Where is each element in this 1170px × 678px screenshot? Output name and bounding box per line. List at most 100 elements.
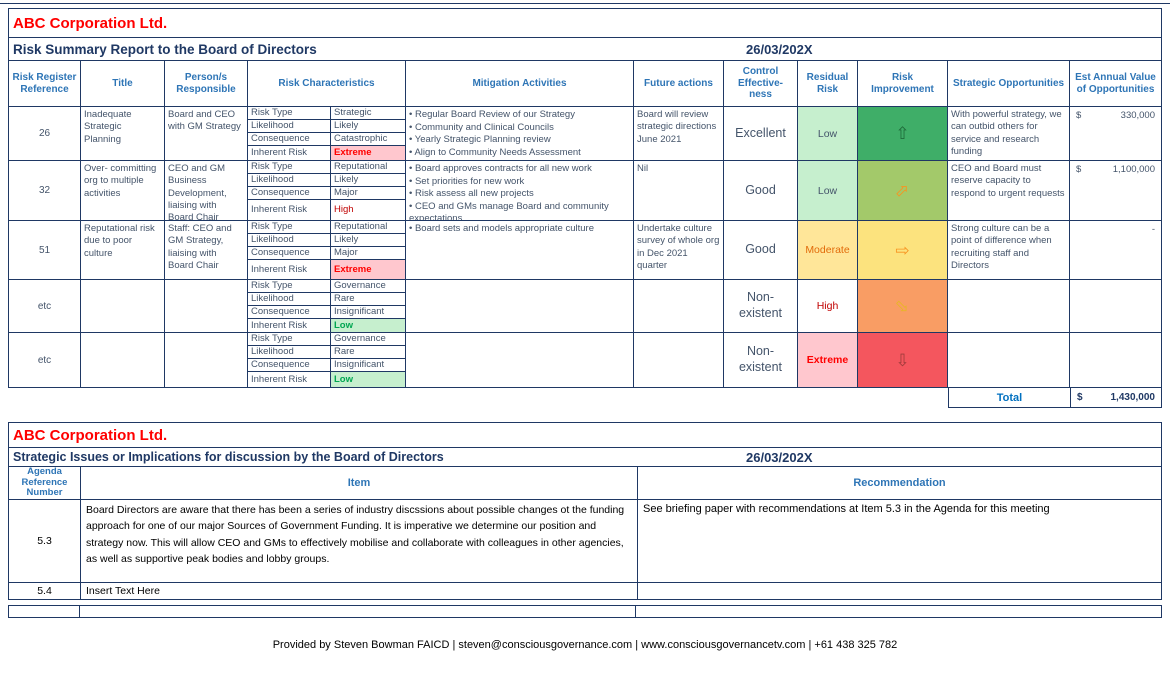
empty-cell bbox=[80, 606, 636, 617]
risk-characteristics: Risk Type Governance Likelihood Rare Conse… bbox=[248, 333, 406, 387]
total-amount: 1,430,000 bbox=[1110, 392, 1156, 403]
mitigation-bullet: Align to Community Needs Assessment bbox=[409, 147, 630, 160]
risk-future-actions: Board will review strategic directions J… bbox=[634, 107, 724, 160]
char-value-risk-type: Governance bbox=[334, 333, 386, 344]
mitigation-bullet: Board sets and models appropriate cultur… bbox=[409, 223, 630, 236]
agenda-ref: 5.4 bbox=[9, 583, 81, 599]
char-value-likelihood: Likely bbox=[334, 174, 359, 185]
char-label-inherent-risk: Inherent Risk bbox=[248, 260, 331, 279]
total-value-cell: $ 1,430,000 bbox=[1070, 388, 1162, 408]
risk-mitigation bbox=[406, 333, 634, 387]
char-value-consequence: Major bbox=[334, 187, 358, 198]
char-label-inherent-risk: Inherent Risk bbox=[248, 200, 331, 220]
issue-recommendation: See briefing paper with recommendations … bbox=[643, 503, 1050, 515]
char-label-inherent-risk: Inherent Risk bbox=[248, 146, 331, 160]
risk-ref: 51 bbox=[9, 221, 81, 279]
risk-est-value bbox=[1070, 280, 1161, 332]
down-arrow-icon: ⇩ bbox=[895, 350, 910, 370]
col-header-risk-improvement: Risk Improvement bbox=[858, 61, 948, 106]
up-arrow-icon: ⇧ bbox=[895, 124, 910, 143]
report-date: 26/03/202X bbox=[746, 41, 813, 57]
char-value-consequence: Major bbox=[334, 247, 358, 258]
strategic-issues-table: ABC Corporation Ltd. Strategic Issues or… bbox=[8, 422, 1162, 618]
issue-recommendation bbox=[638, 583, 1161, 599]
char-label-consequence: Consequence bbox=[248, 247, 331, 259]
risk-improvement-cell: ⇧ bbox=[858, 107, 948, 160]
report-title-row: Risk Summary Report to the Board of Dire… bbox=[9, 38, 1161, 61]
risk-mitigation bbox=[406, 280, 634, 332]
currency-symbol: $ bbox=[1077, 392, 1083, 403]
risk-ref: etc bbox=[9, 333, 81, 387]
risk-ref: 26 bbox=[9, 107, 81, 160]
col-header-residual-risk: Residual Risk bbox=[798, 61, 858, 106]
risk-title bbox=[81, 333, 165, 387]
page-top-border bbox=[0, 3, 1170, 4]
char-value-consequence: Catastrophic bbox=[334, 133, 388, 144]
mitigation-bullet: Risk assess all new projects bbox=[409, 188, 630, 201]
char-value-likelihood: Likely bbox=[334, 234, 359, 245]
col-header-title: Title bbox=[81, 61, 165, 106]
risk-title bbox=[81, 280, 165, 332]
col-header-person-responsible: Person/s Responsible bbox=[165, 61, 248, 106]
risk-characteristics: Risk Type Governance Likelihood Rare Conse… bbox=[248, 280, 406, 332]
risk-characteristics: Risk Type Strategic Likelihood Likely Cons… bbox=[248, 107, 406, 160]
col-header-control-effectiveness: Control Effective-ness bbox=[724, 61, 798, 106]
risk-person bbox=[165, 333, 248, 387]
col-header-risk-register-reference: Risk Register Reference bbox=[9, 61, 81, 106]
char-label-likelihood: Likelihood bbox=[248, 120, 331, 132]
risk-summary-report: ABC Corporation Ltd. Risk Summary Report… bbox=[8, 8, 1162, 408]
char-value-consequence: Insignificant bbox=[334, 359, 385, 370]
char-value-risk-type: Reputational bbox=[334, 161, 388, 172]
risk-future-actions: Nil bbox=[634, 161, 724, 220]
risk-ref: etc bbox=[9, 280, 81, 332]
risk-residual-risk: High bbox=[798, 280, 858, 332]
char-value-inherent-risk: Low bbox=[331, 319, 405, 332]
col-header-mitigation-activities: Mitigation Activities bbox=[406, 61, 634, 106]
risk-characteristics: Risk Type Reputational Likelihood Likely C… bbox=[248, 161, 406, 220]
char-value-risk-type: Governance bbox=[334, 280, 386, 291]
mitigation-bullet: Yearly Strategic Planning review bbox=[409, 134, 630, 147]
est-amount: 330,000 bbox=[1120, 110, 1155, 121]
char-label-likelihood: Likelihood bbox=[248, 293, 331, 305]
char-value-inherent-risk: Low bbox=[331, 372, 405, 387]
issue-item: Board Directors are aware that there has… bbox=[81, 500, 638, 582]
char-label-risk-type: Risk Type bbox=[248, 221, 331, 233]
currency-symbol: $ bbox=[1076, 110, 1082, 121]
risk-strategic-opportunities: Strong culture can be a point of differe… bbox=[948, 221, 1070, 279]
company-name: ABC Corporation Ltd. bbox=[13, 426, 168, 444]
char-label-likelihood: Likelihood bbox=[248, 174, 331, 186]
risk-mitigation: Regular Board Review of our Strategy Com… bbox=[406, 107, 634, 160]
col-header-strategic-opportunities: Strategic Opportunities bbox=[948, 61, 1070, 106]
risk-person: CEO and GM Business Development, liaisin… bbox=[165, 161, 248, 220]
risk-residual-risk: Low bbox=[798, 161, 858, 220]
company-name: ABC Corporation Ltd. bbox=[13, 14, 168, 32]
char-label-consequence: Consequence bbox=[248, 306, 331, 318]
risk-control-effectiveness: Excellent bbox=[724, 107, 798, 160]
char-value-consequence: Insignificant bbox=[334, 306, 385, 317]
char-label-consequence: Consequence bbox=[248, 359, 331, 371]
char-label-risk-type: Risk Type bbox=[248, 161, 331, 173]
mitigation-bullet: Regular Board Review of our Strategy bbox=[409, 109, 630, 122]
risk-strategic-opportunities bbox=[948, 333, 1070, 387]
col-header-risk-characteristics: Risk Characteristics bbox=[248, 61, 406, 106]
char-label-risk-type: Risk Type bbox=[248, 280, 331, 292]
risk-table-header: Risk Register Reference Title Person/s R… bbox=[9, 61, 1161, 107]
risk-person bbox=[165, 280, 248, 332]
risk-improvement-cell: ⇨ bbox=[858, 221, 948, 279]
risk-improvement-cell: ⇨ bbox=[858, 280, 948, 332]
est-amount: - bbox=[1151, 224, 1155, 235]
char-value-risk-type: Strategic bbox=[334, 107, 372, 118]
risk-improvement-cell: ⇨ bbox=[858, 161, 948, 220]
risk-row-etc-2: etc Risk Type Governance Likelihood Rare C… bbox=[9, 333, 1161, 387]
up-right-arrow-icon: ⇨ bbox=[890, 178, 915, 203]
risk-residual-risk: Moderate bbox=[798, 221, 858, 279]
char-label-likelihood: Likelihood bbox=[248, 234, 331, 246]
col-header-agenda-reference: Agenda Reference Number bbox=[9, 467, 81, 499]
risk-control-effectiveness: Good bbox=[724, 161, 798, 220]
char-value-inherent-risk: Extreme bbox=[331, 146, 405, 160]
risk-future-actions bbox=[634, 333, 724, 387]
issue-row-5-4: 5.4 Insert Text Here bbox=[9, 583, 1161, 599]
down-right-arrow-icon: ⇨ bbox=[890, 294, 915, 318]
char-value-inherent-risk: Extreme bbox=[331, 260, 405, 279]
company-title-row: ABC Corporation Ltd. bbox=[9, 423, 1161, 448]
